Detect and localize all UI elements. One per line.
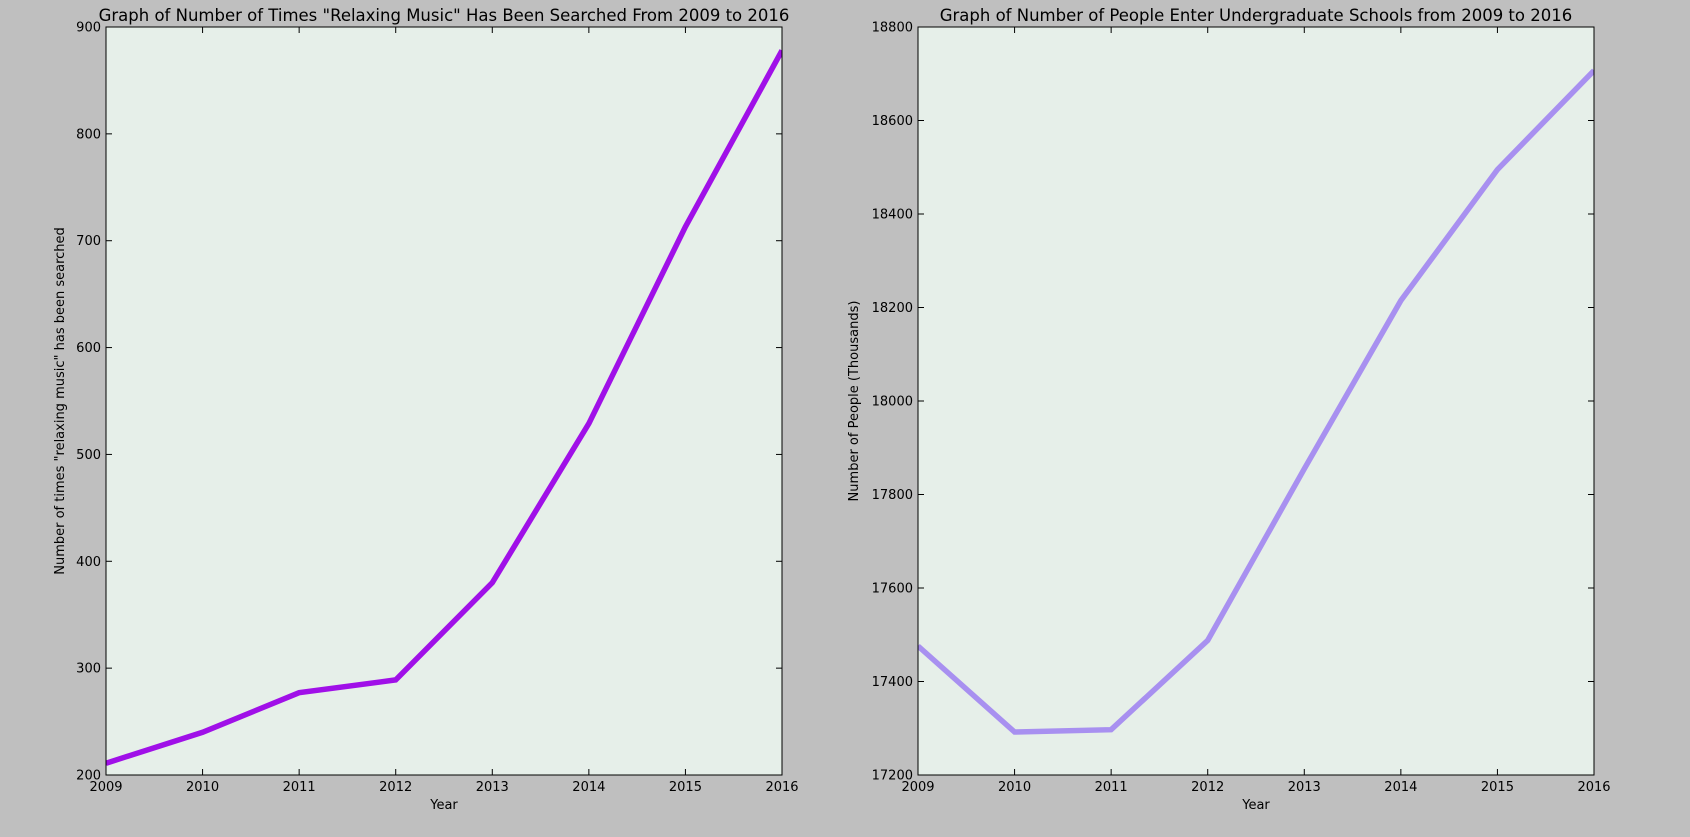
y-tick-label: 17800 (872, 488, 913, 503)
x-axis-label: Year (1241, 798, 1270, 813)
y-tick-label: 300 (76, 662, 101, 677)
x-tick-label: 2011 (283, 780, 316, 795)
y-tick-label: 600 (76, 341, 101, 356)
x-tick-label: 2013 (1288, 780, 1321, 795)
x-tick-label: 2009 (901, 780, 934, 795)
y-tick-label: 17400 (872, 675, 913, 690)
x-tick-label: 2014 (572, 780, 605, 795)
y-tick-label: 500 (76, 448, 101, 463)
y-tick-label: 900 (76, 21, 101, 36)
y-tick-label: 18400 (872, 208, 913, 223)
x-tick-label: 2010 (998, 780, 1031, 795)
x-tick-label: 2009 (89, 780, 122, 795)
x-tick-label: 2016 (765, 780, 798, 795)
y-tick-label: 700 (76, 234, 101, 249)
y-tick-label: 200 (76, 769, 101, 784)
y-tick-label: 17600 (872, 582, 913, 597)
y-tick-label: 18600 (872, 114, 913, 129)
chart-relaxing-music-searches: 2009 2010 2011 2012 2013 2014 2015 2016 200 300 40… (53, 6, 799, 813)
x-tick-label: 2015 (669, 780, 702, 795)
y-tick-label: 800 (76, 127, 101, 142)
y-axis-label: Number of People (Thousands) (847, 301, 862, 502)
y-axis-label: Number of times "relaxing music" has bee… (53, 227, 68, 575)
x-tick-label: 2015 (1481, 780, 1514, 795)
x-tick-label: 2011 (1095, 780, 1128, 795)
chart-title: Graph of Number of People Enter Undergra… (940, 6, 1573, 25)
y-tick-label: 18800 (872, 21, 913, 36)
chart-undergraduate-enrollment: 2009 2010 2011 2012 2013 2014 2015 2016 17200 174… (847, 6, 1611, 813)
x-tick-label: 2012 (1191, 780, 1224, 795)
x-tick-label: 2010 (186, 780, 219, 795)
tick-labels: 2009 2010 2011 2012 2013 2014 2015 2016 200 300 40… (76, 21, 798, 796)
x-tick-label: 2013 (476, 780, 509, 795)
x-tick-label: 2012 (379, 780, 412, 795)
y-tick-label: 18200 (872, 301, 913, 316)
chart-title: Graph of Number of Times "Relaxing Music… (99, 6, 790, 25)
y-tick-label: 400 (76, 555, 101, 570)
plot-frame (105, 26, 783, 776)
x-tick-label: 2014 (1384, 780, 1417, 795)
plot-frame (917, 26, 1595, 776)
y-tick-label: 17200 (872, 769, 913, 784)
plot-area (918, 27, 1594, 775)
series-line (106, 49, 782, 766)
x-tick-label: 2016 (1577, 780, 1610, 795)
x-axis-label: Year (429, 798, 458, 813)
plot-area (106, 27, 782, 775)
y-tick-label: 18000 (872, 395, 913, 410)
series-line (918, 68, 1594, 735)
tick-labels: 2009 2010 2011 2012 2013 2014 2015 2016 17200 174… (872, 21, 1611, 796)
